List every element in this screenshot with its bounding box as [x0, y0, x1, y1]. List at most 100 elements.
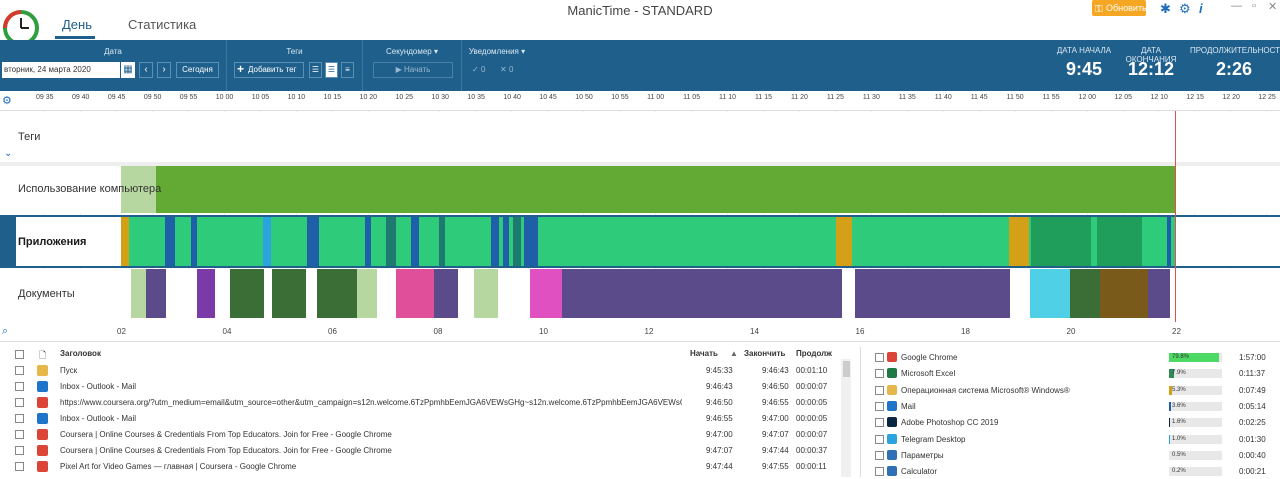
app-summary-row[interactable]: Google Chrome 79.8% 1:57:00: [861, 349, 1280, 365]
app-summary-row[interactable]: Mail 3.6% 0:05:14: [861, 398, 1280, 414]
doc-segment[interactable]: [1148, 269, 1170, 318]
today-button[interactable]: Сегодня: [176, 62, 219, 78]
row-checkbox[interactable]: [15, 446, 24, 455]
doc-segment[interactable]: [474, 269, 498, 318]
doc-segment[interactable]: [272, 269, 306, 318]
app-segment[interactable]: [503, 217, 509, 266]
applications-row[interactable]: Приложения: [0, 215, 1280, 268]
app-summary-row[interactable]: Telegram Desktop 1.0% 0:01:30: [861, 431, 1280, 447]
app-segment[interactable]: [365, 217, 371, 266]
app-segment[interactable]: [121, 217, 129, 266]
doc-segment[interactable]: [434, 269, 458, 318]
app-segment[interactable]: [1097, 217, 1142, 266]
prev-day-button[interactable]: ‹: [139, 62, 153, 78]
doc-segment[interactable]: [1070, 269, 1100, 318]
calendar-icon[interactable]: ▦: [121, 62, 135, 78]
detail-view-icon[interactable]: ☰: [325, 62, 338, 78]
day-overview-bar[interactable]: ⌕ 02 04 06 08 10 12 14 16 18 20 22: [0, 322, 1280, 342]
app-summary-row[interactable]: Adobe Photoshop CC 2019 1.6% 0:02:25: [861, 414, 1280, 430]
apps-timeline[interactable]: [121, 217, 1175, 266]
minimize-icon[interactable]: —: [1231, 0, 1242, 12]
table-scrollbar[interactable]: [841, 359, 851, 477]
tab-statistics[interactable]: Статистика: [128, 17, 197, 32]
doc-segment[interactable]: [317, 269, 357, 318]
notifications-label[interactable]: Уведомления ▾: [468, 47, 526, 56]
table-row[interactable]: Pixel Art for Video Games — главная | Co…: [0, 459, 857, 475]
usage-segment-active[interactable]: [156, 166, 1175, 213]
update-button[interactable]: ⚿ Обновить: [1092, 0, 1147, 16]
table-row[interactable]: Inbox - Outlook - Mail 9:46:55 9:47:00 0…: [0, 411, 857, 427]
col-duration[interactable]: Продолж: [796, 349, 832, 358]
app-checkbox[interactable]: [875, 353, 884, 362]
app-segment[interactable]: [524, 217, 538, 266]
app-segment[interactable]: [191, 217, 197, 266]
tags-row[interactable]: Теги ⌄: [0, 112, 1280, 162]
app-segment[interactable]: [1167, 217, 1171, 266]
computer-usage-row[interactable]: Использование компьютера: [0, 166, 1280, 213]
stopwatch-section-label[interactable]: Секундомер ▾: [386, 47, 438, 56]
sort-asc-icon[interactable]: ▲: [730, 349, 738, 358]
app-summary-row[interactable]: Calculator 0.2% 0:00:21: [861, 463, 1280, 479]
app-segment[interactable]: [439, 217, 445, 266]
doc-segment[interactable]: [131, 269, 146, 318]
app-segment[interactable]: [411, 217, 419, 266]
timeline-settings-icon[interactable]: ⚙: [2, 95, 12, 107]
doc-segment[interactable]: [230, 269, 264, 318]
doc-segment[interactable]: [1100, 269, 1148, 318]
col-start[interactable]: Начать: [690, 349, 718, 358]
app-segment[interactable]: [386, 217, 396, 266]
doc-segment[interactable]: [357, 269, 377, 318]
doc-segment[interactable]: [146, 269, 166, 318]
table-row[interactable]: Coursera | Online Courses & Credentials …: [0, 443, 857, 459]
app-segment[interactable]: [307, 217, 319, 266]
plugin-icon[interactable]: ✱: [1160, 1, 1171, 16]
documents-row[interactable]: Документы: [0, 269, 1280, 321]
doc-segment[interactable]: [530, 269, 562, 318]
list-view-icon[interactable]: ☰: [309, 62, 322, 78]
app-segment[interactable]: [1009, 217, 1029, 266]
tab-day[interactable]: День: [62, 17, 92, 32]
doc-segment[interactable]: [855, 269, 1010, 318]
table-row[interactable]: Inbox - Outlook - Mail 9:46:43 9:46:50 0…: [0, 379, 857, 395]
add-tag-button[interactable]: + Добавить тег: [234, 62, 304, 78]
doc-segment[interactable]: [396, 269, 434, 318]
app-checkbox[interactable]: [875, 369, 884, 379]
select-all-checkbox[interactable]: [15, 350, 24, 359]
maximize-icon[interactable]: ▫: [1252, 0, 1256, 12]
doc-segment[interactable]: [562, 269, 842, 318]
compact-view-icon[interactable]: ≡: [341, 62, 354, 78]
date-input[interactable]: вторник, 24 марта 2020: [2, 62, 120, 78]
app-segment[interactable]: [836, 217, 852, 266]
row-checkbox[interactable]: [15, 366, 24, 375]
row-checkbox[interactable]: [15, 462, 24, 471]
app-checkbox[interactable]: [875, 467, 884, 477]
table-row[interactable]: https://www.coursera.org/?utm_medium=ema…: [0, 395, 857, 411]
col-end[interactable]: Закончить: [744, 349, 786, 358]
close-icon[interactable]: ✕: [1268, 1, 1278, 13]
app-segment[interactable]: [491, 217, 499, 266]
row-checkbox[interactable]: [15, 382, 24, 391]
app-segment[interactable]: [513, 217, 521, 266]
doc-segment[interactable]: [1030, 269, 1070, 318]
col-title[interactable]: Заголовок: [60, 349, 101, 358]
app-checkbox[interactable]: [875, 434, 884, 444]
doc-segment[interactable]: [197, 269, 215, 318]
app-checkbox[interactable]: [875, 385, 884, 395]
scrollbar-thumb[interactable]: [843, 361, 850, 377]
app-summary-row[interactable]: Операционная система Microsoft® Windows®…: [861, 382, 1280, 398]
row-checkbox[interactable]: [15, 414, 24, 423]
info-icon[interactable]: i: [1199, 1, 1203, 16]
app-segment[interactable]: [263, 217, 271, 266]
row-checkbox[interactable]: [15, 430, 24, 439]
row-checkbox[interactable]: [15, 398, 24, 407]
search-icon[interactable]: ⌕: [2, 325, 9, 337]
app-summary-row[interactable]: Параметры 0.5% 0:00:40: [861, 447, 1280, 463]
gear-icon[interactable]: ⚙: [1179, 1, 1191, 16]
app-checkbox[interactable]: [875, 418, 884, 428]
app-segment[interactable]: [165, 217, 175, 266]
table-row[interactable]: Coursera | Online Courses & Credentials …: [0, 427, 857, 443]
collapse-chevron-icon[interactable]: ⌄: [4, 148, 13, 159]
start-stopwatch-button[interactable]: ▶ Начать: [373, 62, 453, 78]
app-summary-row[interactable]: Microsoft Excel 7.9% 0:11:37: [861, 365, 1280, 381]
next-day-button[interactable]: ›: [157, 62, 171, 78]
